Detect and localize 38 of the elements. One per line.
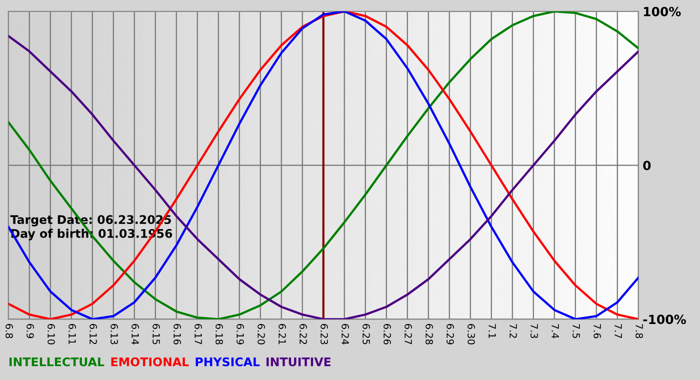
x-tick-label: 7.7 <box>614 324 622 338</box>
x-tick-label: 6.16 <box>174 324 181 344</box>
x-tick-label: 7.5 <box>572 324 580 338</box>
x-tick-label: 7.1 <box>488 324 496 338</box>
x-tick-label: 6.10 <box>48 324 55 344</box>
y-tick-label: 0 <box>643 160 651 170</box>
x-tick-label: 7.3 <box>530 324 538 338</box>
x-tick-label: 6.25 <box>362 324 370 344</box>
x-tick-label: 7.8 <box>636 324 643 338</box>
x-tick-label: 6.11 <box>68 324 76 344</box>
x-tick-label: 6.13 <box>110 324 118 344</box>
x-tick-label: 6.8 <box>6 324 13 338</box>
x-tick-label: 7.6 <box>594 324 601 338</box>
x-tick-label: 6.9 <box>26 324 34 338</box>
x-tick-label: 6.20 <box>258 324 265 344</box>
y-tick-label: -100% <box>643 314 686 324</box>
text: INTELLECTUAL <box>9 357 104 366</box>
x-tick-label: 7.2 <box>510 324 517 338</box>
x-tick-label: 6.15 <box>152 324 160 344</box>
x-tick-label: 6.27 <box>404 324 412 344</box>
x-tick-label: 7.4 <box>552 324 559 338</box>
y-tick-label: 100% <box>644 6 681 16</box>
x-tick-label: 6.29 <box>446 324 454 344</box>
x-tick-label: 6.21 <box>278 324 286 344</box>
x-tick-label: 6.12 <box>90 324 97 344</box>
x-tick-label: 6.18 <box>216 324 223 344</box>
x-tick-label: 6.14 <box>132 324 139 344</box>
x-tick-label: 6.17 <box>194 324 202 344</box>
x-tick-label: 6.24 <box>342 324 349 344</box>
x-tick-label: 6.22 <box>300 324 307 344</box>
text: EMOTIONAL <box>111 357 189 366</box>
x-tick-label: 6.28 <box>426 324 433 344</box>
text: PHYSICAL <box>196 357 260 366</box>
x-tick-label: 6.26 <box>384 324 391 344</box>
x-tick-label: 6.19 <box>236 324 244 344</box>
x-tick-label: 6.23 <box>320 324 328 344</box>
text: INTUITIVE <box>266 358 331 366</box>
x-tick-label: 6.30 <box>468 324 475 344</box>
